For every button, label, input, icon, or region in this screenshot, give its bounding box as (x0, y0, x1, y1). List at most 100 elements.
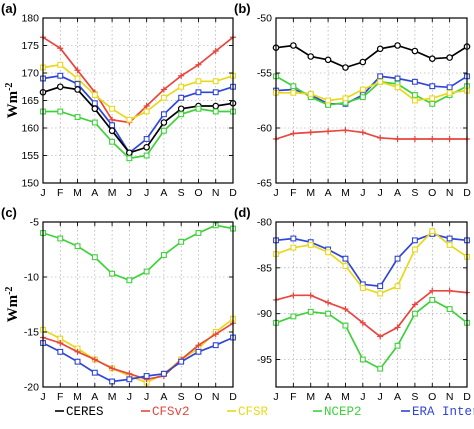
y-tick-label: 150 (21, 178, 39, 190)
legend-item: CFSv2 (141, 405, 190, 419)
y-tick-label: -80 (257, 217, 272, 229)
data-point (109, 270, 116, 277)
data-point (109, 105, 116, 112)
data-point (394, 324, 401, 331)
data-point (91, 356, 98, 363)
data-point (109, 116, 116, 123)
y-tick-label: -95 (257, 354, 272, 366)
data-point (307, 308, 314, 315)
data-point (429, 136, 436, 142)
data-point (57, 61, 64, 68)
data-point (446, 84, 453, 91)
series-line (275, 44, 468, 69)
data-point (143, 373, 150, 379)
y-axis-label: Wm-2 (4, 287, 21, 323)
data-point (342, 64, 349, 71)
data-point (143, 108, 150, 115)
x-tick-label: A (160, 187, 167, 199)
y-tick-label: -60 (257, 123, 272, 135)
data-point (307, 53, 315, 60)
data-point (74, 67, 81, 74)
data-point (57, 340, 64, 346)
data-point (195, 105, 202, 112)
data-point (394, 283, 401, 290)
data-point (109, 122, 116, 129)
data-point (290, 130, 297, 137)
data-point (290, 235, 297, 242)
y-tick-label: -15 (24, 327, 39, 339)
data-point (160, 127, 167, 134)
data-point (429, 95, 436, 102)
data-point (160, 111, 167, 118)
data-point (91, 92, 98, 98)
data-point (195, 342, 202, 349)
x-tick-label: J (127, 391, 132, 403)
data-point (377, 283, 384, 290)
series-line (275, 75, 468, 106)
x-tick-label: M (306, 391, 315, 403)
data-point (342, 255, 349, 262)
x-tick-label: A (394, 187, 401, 199)
data-point (307, 90, 314, 97)
x-tick-label: J (144, 187, 149, 199)
y-tick-label: -20 (24, 382, 39, 394)
y-tick-label: 175 (21, 40, 39, 52)
data-point (178, 358, 185, 365)
data-point (212, 108, 219, 115)
x-tick-label: J (378, 391, 383, 403)
x-tick-label: J (127, 187, 132, 199)
data-point (446, 241, 453, 248)
data-point (446, 89, 453, 96)
data-point (195, 230, 202, 236)
data-point (411, 237, 418, 244)
data-point (91, 119, 98, 126)
data-point (108, 127, 116, 135)
panel-b: J F M A M J J A S O N D-65-60-55-50(b) (234, 1, 471, 199)
data-point (91, 105, 99, 113)
data-point (429, 296, 436, 303)
data-point (377, 333, 384, 340)
data-point (394, 136, 401, 142)
data-point (359, 94, 366, 101)
x-tick-label: N (446, 391, 454, 403)
data-point (91, 100, 98, 107)
x-tick-label: A (91, 187, 98, 199)
series-line (42, 85, 234, 154)
y-tick-label: -90 (257, 308, 272, 320)
series-line (42, 318, 234, 384)
data-point (325, 299, 332, 306)
x-tick-label: F (290, 391, 296, 403)
data-point (74, 114, 81, 120)
x-tick-label: S (178, 391, 185, 403)
data-point (126, 277, 133, 284)
series-era-interim (273, 230, 470, 290)
data-point (143, 103, 150, 109)
x-tick-label: M (73, 391, 82, 403)
panel-d: J F M A M J J A S O N D-95-90-85-80(d) (234, 205, 471, 403)
data-point (290, 42, 297, 49)
series-line (275, 129, 467, 140)
data-point (195, 348, 202, 355)
data-point (376, 45, 384, 53)
data-point (411, 78, 418, 85)
data-point (178, 238, 185, 245)
data-point (160, 86, 167, 93)
data-point (109, 138, 116, 145)
x-tick-label: M (108, 391, 117, 403)
data-point (57, 45, 64, 52)
data-point (177, 105, 185, 113)
data-point (178, 72, 185, 79)
data-point (446, 235, 453, 242)
x-tick-label: A (91, 391, 98, 403)
legend: CERES CFSv2 CFSR NCEP2 ERA Interim (55, 405, 474, 419)
data-point (143, 143, 150, 151)
data-point (212, 102, 220, 110)
x-tick-label: S (411, 391, 418, 403)
data-point (178, 83, 185, 90)
panel-c: J F M A M J J A S O N D-20-15-10-5(c) (1, 205, 237, 403)
x-tick-label: D (229, 187, 237, 199)
x-tick-label: A (394, 391, 401, 403)
data-point (160, 252, 167, 258)
